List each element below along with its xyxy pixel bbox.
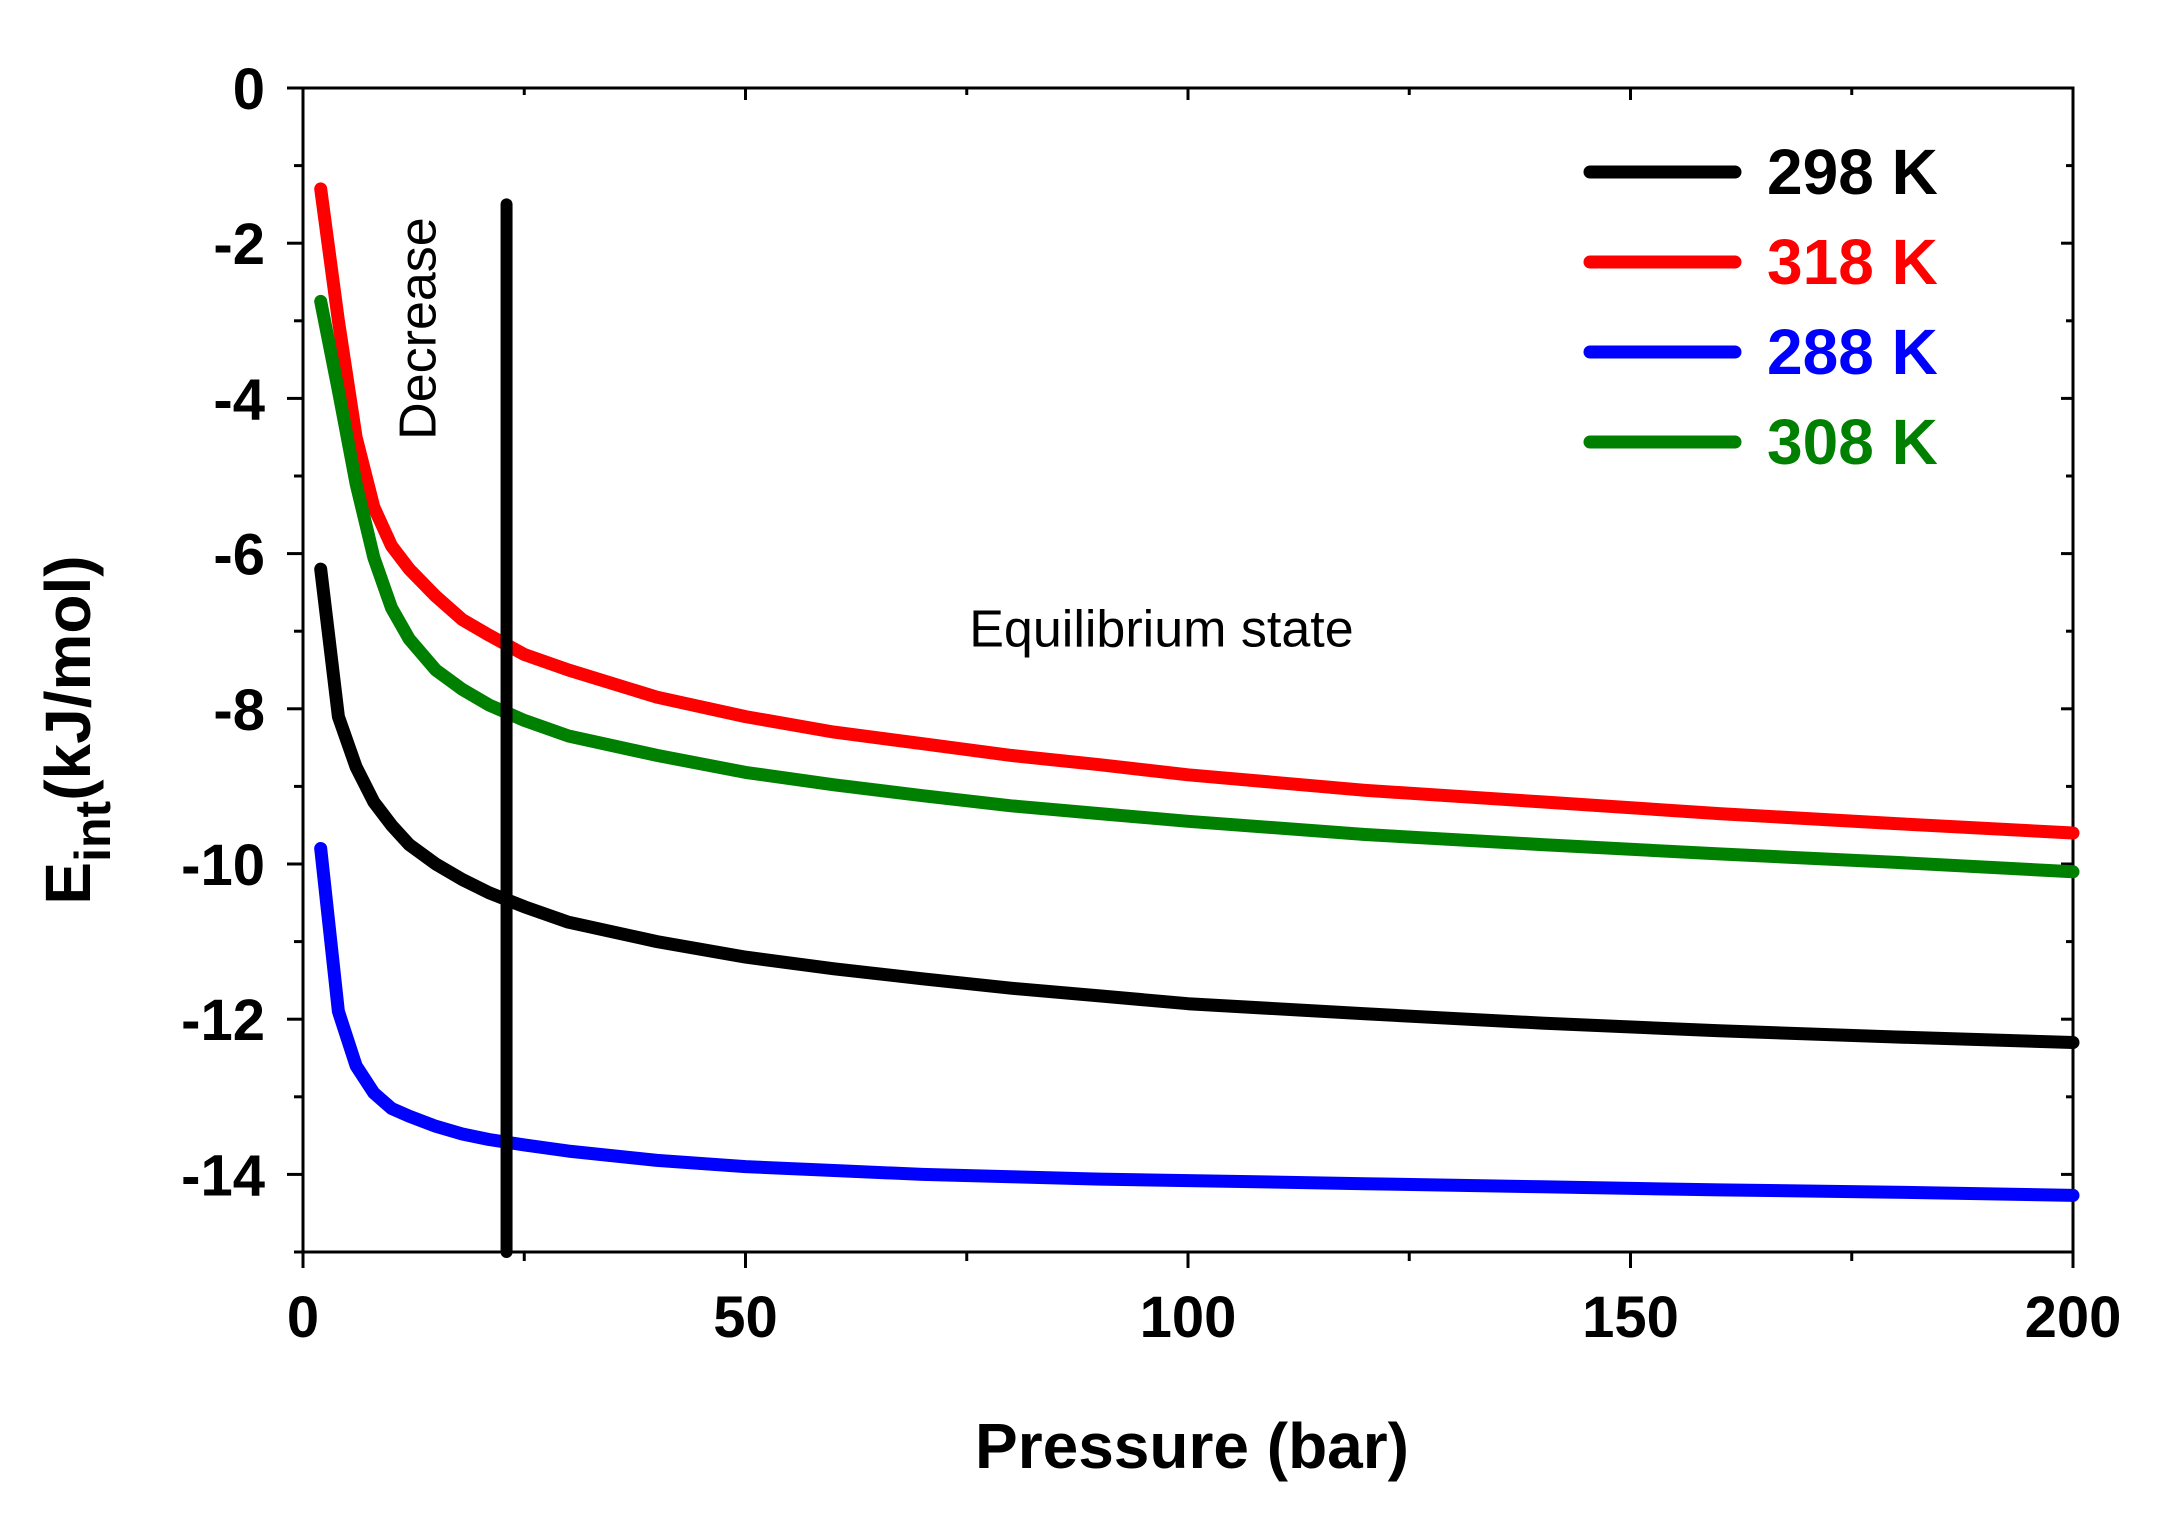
- legend-label: 308 K: [1767, 406, 1938, 478]
- y-tick-label: 0: [233, 57, 265, 122]
- x-tick-label: 0: [287, 1285, 319, 1350]
- legend-label: 298 K: [1767, 136, 1938, 208]
- legend: 298 K 318 K 288 K 308 K: [1583, 136, 1938, 478]
- x-tick-label: 200: [2025, 1285, 2122, 1350]
- y-axis-title-unit: (kJ/mol): [32, 555, 104, 800]
- y-tick-label: -14: [181, 1143, 265, 1208]
- annotation-label: Equilibrium state: [969, 601, 1353, 659]
- series-line-298k: [314, 562, 2080, 1049]
- y-tick-label: -6: [213, 523, 265, 588]
- series-lines: [314, 182, 2080, 1202]
- series-line-308k: [314, 294, 2080, 879]
- tick-labels: 0 50 100 150 200 0 -2 -4 -6 -8 -10 -12 -14: [181, 57, 2121, 1350]
- annotations: Decrease Equilibrium state: [390, 217, 1354, 658]
- y-tick-label: -12: [181, 988, 265, 1053]
- x-axis-title: Pressure (bar): [975, 1410, 1409, 1482]
- annotation-label: Decrease: [390, 217, 448, 440]
- x-tick-label: 100: [1140, 1285, 1237, 1350]
- legend-label: 288 K: [1767, 316, 1938, 388]
- legend-label: 318 K: [1767, 226, 1938, 298]
- axis-ticks: [287, 86, 2075, 1268]
- x-tick-label: 150: [1582, 1285, 1679, 1350]
- y-axis-title-main: E: [32, 862, 104, 905]
- y-axis-title: Eint(kJ/mol): [32, 555, 121, 904]
- y-tick-label: -10: [181, 833, 265, 898]
- y-tick-label: -4: [213, 367, 265, 432]
- y-tick-label: -8: [213, 678, 265, 743]
- y-tick-label: -2: [213, 212, 265, 277]
- x-tick-label: 50: [713, 1285, 778, 1350]
- series-line-318k: [314, 182, 2080, 840]
- series-line-288k: [314, 842, 2080, 1202]
- y-axis-title-sub: int: [65, 800, 121, 861]
